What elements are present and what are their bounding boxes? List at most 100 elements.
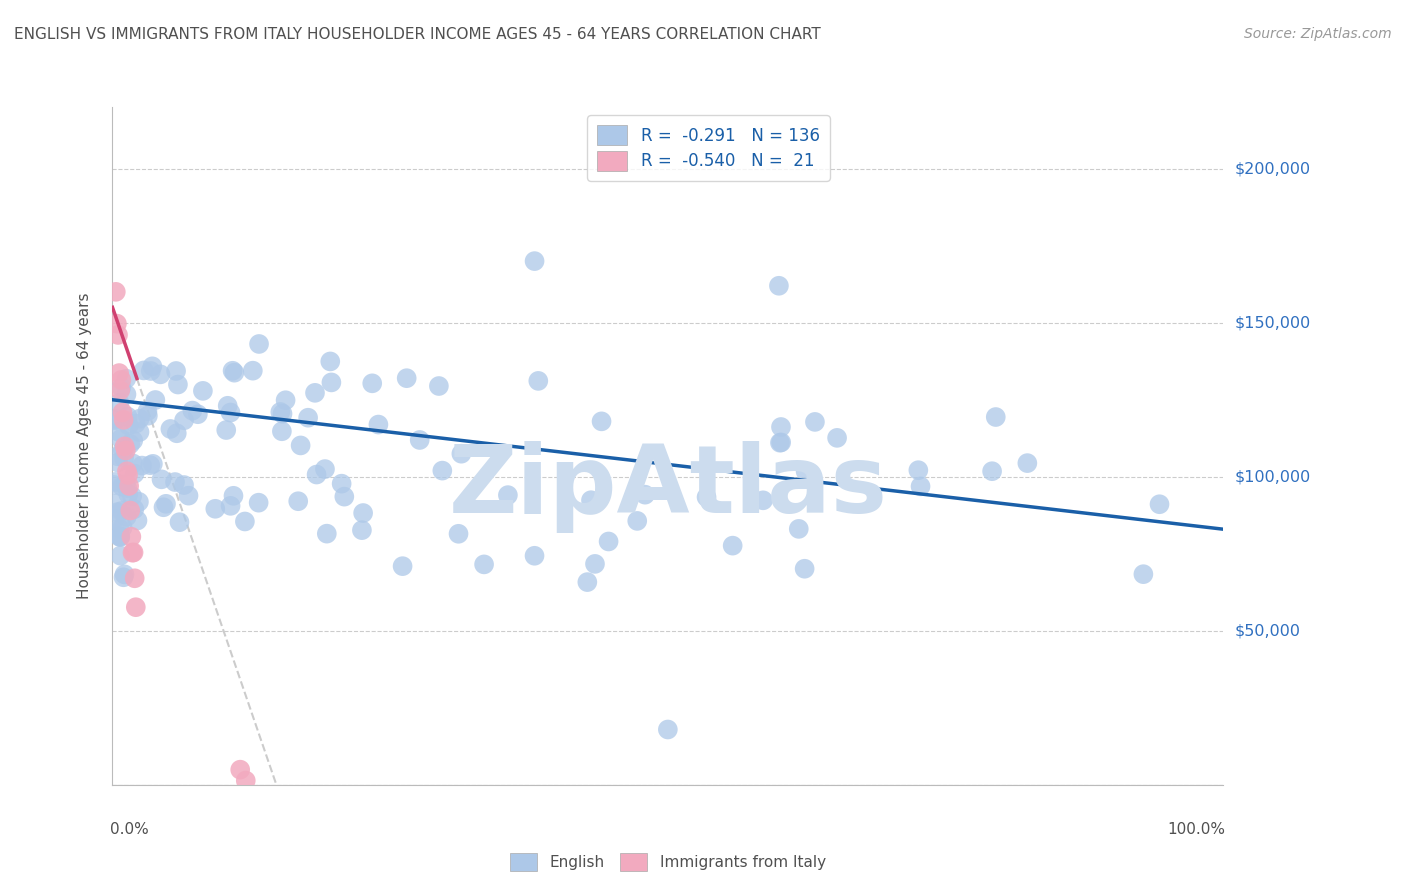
Point [287, 494, 309, 508]
Point [107, 456, 129, 470]
Point [523, 549, 546, 563]
Point [907, 463, 929, 477]
Point [367, 417, 389, 432]
Point [117, 487, 139, 501]
Point [472, 558, 495, 572]
Point [105, 412, 128, 426]
Point [111, 480, 134, 494]
Point [598, 534, 620, 549]
Point [496, 488, 519, 502]
Point [120, 437, 142, 451]
Point [128, 411, 150, 425]
Point [152, 500, 174, 515]
Point [173, 478, 195, 492]
Point [217, 399, 239, 413]
Point [105, 496, 128, 510]
Point [352, 506, 374, 520]
Point [127, 513, 149, 527]
Point [117, 409, 139, 424]
Point [752, 493, 775, 508]
Point [120, 503, 142, 517]
Point [333, 490, 356, 504]
Point [118, 479, 141, 493]
Point [1149, 497, 1171, 511]
Point [132, 363, 155, 377]
Point [527, 374, 550, 388]
Point [297, 410, 319, 425]
Point [110, 432, 132, 446]
Point [787, 522, 810, 536]
Point [112, 413, 135, 427]
Point [141, 359, 163, 374]
Point [229, 763, 252, 777]
Point [576, 575, 599, 590]
Point [395, 371, 418, 385]
Point [108, 366, 131, 380]
Text: 100.0%: 100.0% [1167, 822, 1226, 838]
Point [107, 450, 129, 464]
Point [122, 457, 145, 471]
Point [432, 464, 454, 478]
Point [110, 504, 132, 518]
Point [115, 372, 138, 386]
Point [124, 467, 146, 481]
Point [1017, 456, 1039, 470]
Point [271, 407, 294, 421]
Point [124, 571, 146, 585]
Point [330, 476, 353, 491]
Point [103, 413, 125, 427]
Point [657, 723, 679, 737]
Legend: English, Immigrants from Italy: English, Immigrants from Italy [503, 847, 832, 877]
Point [233, 515, 256, 529]
Point [115, 481, 138, 495]
Point [163, 475, 186, 489]
Point [1132, 567, 1154, 582]
Point [150, 472, 173, 486]
Point [634, 488, 657, 502]
Point [103, 512, 125, 526]
Point [321, 376, 343, 390]
Point [110, 549, 132, 563]
Point [583, 557, 606, 571]
Point [143, 392, 166, 407]
Point [290, 438, 312, 452]
Point [131, 458, 153, 473]
Point [111, 520, 134, 534]
Point [769, 435, 792, 450]
Point [177, 489, 200, 503]
Point [191, 384, 214, 398]
Point [108, 522, 131, 536]
Point [247, 496, 270, 510]
Point [111, 405, 134, 419]
Point [409, 433, 432, 447]
Text: Source: ZipAtlas.com: Source: ZipAtlas.com [1244, 27, 1392, 41]
Point [169, 515, 191, 529]
Point [768, 278, 790, 293]
Point [120, 530, 142, 544]
Text: ENGLISH VS IMMIGRANTS FROM ITALY HOUSEHOLDER INCOME AGES 45 - 64 YEARS CORRELATI: ENGLISH VS IMMIGRANTS FROM ITALY HOUSEHO… [14, 27, 821, 42]
Point [104, 475, 127, 489]
Point [167, 377, 190, 392]
Point [111, 443, 134, 458]
Point [139, 364, 162, 378]
Point [115, 509, 138, 524]
Point [447, 526, 470, 541]
Point [825, 431, 848, 445]
Point [427, 379, 450, 393]
Point [187, 407, 209, 421]
Point [108, 425, 131, 439]
Point [121, 546, 143, 560]
Text: $50,000: $50,000 [1234, 624, 1301, 639]
Point [110, 373, 132, 387]
Point [304, 385, 326, 400]
Point [215, 423, 238, 437]
Point [114, 443, 136, 458]
Point [105, 317, 128, 331]
Point [626, 514, 648, 528]
Point [242, 364, 264, 378]
Point [235, 773, 257, 788]
Point [591, 414, 613, 428]
Point [155, 497, 177, 511]
Point [128, 425, 150, 439]
Point [165, 364, 187, 378]
